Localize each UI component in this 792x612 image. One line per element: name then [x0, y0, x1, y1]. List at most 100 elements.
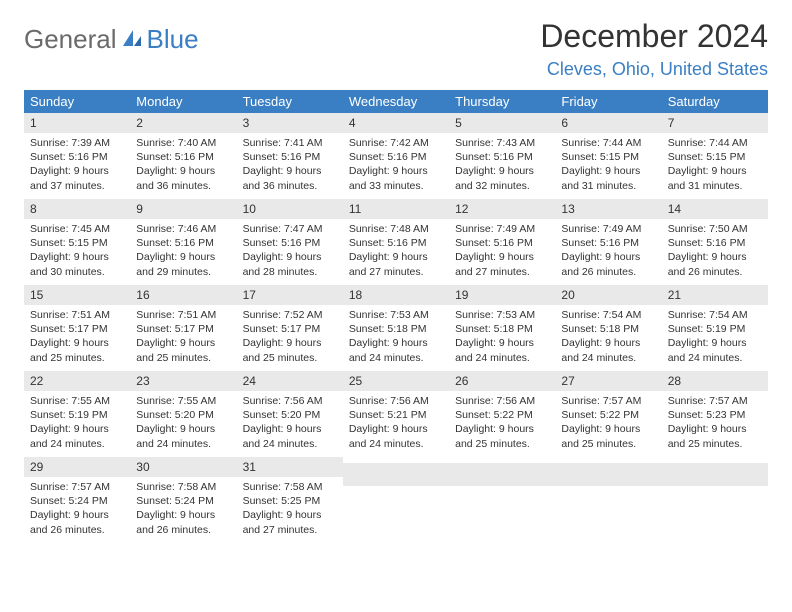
day-details	[343, 463, 449, 486]
calendar-day-cell: 18Sunrise: 7:53 AMSunset: 5:18 PMDayligh…	[343, 285, 449, 371]
sunset-text: Sunset: 5:16 PM	[136, 236, 230, 250]
calendar-day-cell: 1Sunrise: 7:39 AMSunset: 5:16 PMDaylight…	[24, 113, 130, 199]
day-details: Sunrise: 7:56 AMSunset: 5:22 PMDaylight:…	[449, 391, 555, 457]
daylight-text: Daylight: 9 hours and 27 minutes.	[349, 250, 443, 278]
daylight-text: Daylight: 9 hours and 36 minutes.	[136, 164, 230, 192]
day-details: Sunrise: 7:57 AMSunset: 5:22 PMDaylight:…	[555, 391, 661, 457]
sunrise-text: Sunrise: 7:53 AM	[349, 308, 443, 322]
daylight-text: Daylight: 9 hours and 24 minutes.	[349, 336, 443, 364]
sunrise-text: Sunrise: 7:44 AM	[668, 136, 762, 150]
sunset-text: Sunset: 5:18 PM	[561, 322, 655, 336]
sunrise-text: Sunrise: 7:49 AM	[561, 222, 655, 236]
calendar-day-cell: 4Sunrise: 7:42 AMSunset: 5:16 PMDaylight…	[343, 113, 449, 199]
day-details: Sunrise: 7:44 AMSunset: 5:15 PMDaylight:…	[662, 133, 768, 199]
sunrise-text: Sunrise: 7:48 AM	[349, 222, 443, 236]
sunset-text: Sunset: 5:20 PM	[243, 408, 337, 422]
day-number: 1	[24, 113, 130, 133]
daylight-text: Daylight: 9 hours and 31 minutes.	[668, 164, 762, 192]
daylight-text: Daylight: 9 hours and 25 minutes.	[30, 336, 124, 364]
sunset-text: Sunset: 5:19 PM	[30, 408, 124, 422]
header: General Blue December 2024 Cleves, Ohio,…	[24, 18, 768, 80]
daylight-text: Daylight: 9 hours and 32 minutes.	[455, 164, 549, 192]
day-details	[555, 463, 661, 486]
day-number: 2	[130, 113, 236, 133]
day-details: Sunrise: 7:54 AMSunset: 5:18 PMDaylight:…	[555, 305, 661, 371]
logo: General Blue	[24, 18, 199, 55]
daylight-text: Daylight: 9 hours and 24 minutes.	[455, 336, 549, 364]
calendar-day-cell: 3Sunrise: 7:41 AMSunset: 5:16 PMDaylight…	[237, 113, 343, 199]
day-details: Sunrise: 7:53 AMSunset: 5:18 PMDaylight:…	[343, 305, 449, 371]
day-number: 5	[449, 113, 555, 133]
sunset-text: Sunset: 5:23 PM	[668, 408, 762, 422]
calendar-day-cell: 15Sunrise: 7:51 AMSunset: 5:17 PMDayligh…	[24, 285, 130, 371]
sunrise-text: Sunrise: 7:52 AM	[243, 308, 337, 322]
sunrise-text: Sunrise: 7:51 AM	[136, 308, 230, 322]
sunrise-text: Sunrise: 7:56 AM	[349, 394, 443, 408]
calendar-day-cell: 6Sunrise: 7:44 AMSunset: 5:15 PMDaylight…	[555, 113, 661, 199]
sunset-text: Sunset: 5:25 PM	[243, 494, 337, 508]
day-details: Sunrise: 7:45 AMSunset: 5:15 PMDaylight:…	[24, 219, 130, 285]
sunrise-text: Sunrise: 7:58 AM	[136, 480, 230, 494]
sunrise-text: Sunrise: 7:39 AM	[30, 136, 124, 150]
sunset-text: Sunset: 5:16 PM	[136, 150, 230, 164]
day-details	[449, 463, 555, 486]
day-details: Sunrise: 7:43 AMSunset: 5:16 PMDaylight:…	[449, 133, 555, 199]
day-details: Sunrise: 7:51 AMSunset: 5:17 PMDaylight:…	[24, 305, 130, 371]
day-details: Sunrise: 7:40 AMSunset: 5:16 PMDaylight:…	[130, 133, 236, 199]
weekday-header: Saturday	[662, 90, 768, 113]
daylight-text: Daylight: 9 hours and 26 minutes.	[30, 508, 124, 536]
day-number: 10	[237, 199, 343, 219]
daylight-text: Daylight: 9 hours and 28 minutes.	[243, 250, 337, 278]
sunset-text: Sunset: 5:16 PM	[349, 236, 443, 250]
day-details: Sunrise: 7:39 AMSunset: 5:16 PMDaylight:…	[24, 133, 130, 199]
sunset-text: Sunset: 5:18 PM	[455, 322, 549, 336]
calendar-day-cell: 10 Sunrise: 7:47 AMSunset: 5:16 PMDayligh…	[237, 199, 343, 285]
calendar-day-cell: 31Sunrise: 7:58 AMSunset: 5:25 PMDayligh…	[237, 457, 343, 543]
sunset-text: Sunset: 5:21 PM	[349, 408, 443, 422]
sunset-text: Sunset: 5:16 PM	[30, 150, 124, 164]
calendar-day-cell: 29Sunrise: 7:57 AMSunset: 5:24 PMDayligh…	[24, 457, 130, 543]
sunrise-text: Sunrise: 7:56 AM	[243, 394, 337, 408]
calendar-week-row: 22Sunrise: 7:55 AMSunset: 5:19 PMDayligh…	[24, 371, 768, 457]
calendar-week-row: 8Sunrise: 7:45 AMSunset: 5:15 PMDaylight…	[24, 199, 768, 285]
calendar-day-cell: 7Sunrise: 7:44 AMSunset: 5:15 PMDaylight…	[662, 113, 768, 199]
daylight-text: Daylight: 9 hours and 26 minutes.	[668, 250, 762, 278]
day-details: Sunrise: 7:56 AMSunset: 5:21 PMDaylight:…	[343, 391, 449, 457]
daylight-text: Daylight: 9 hours and 24 minutes.	[668, 336, 762, 364]
sunset-text: Sunset: 5:17 PM	[136, 322, 230, 336]
daylight-text: Daylight: 9 hours and 37 minutes.	[30, 164, 124, 192]
calendar-day-cell: 28Sunrise: 7:57 AMSunset: 5:23 PMDayligh…	[662, 371, 768, 457]
calendar-day-cell: 14Sunrise: 7:50 AMSunset: 5:16 PMDayligh…	[662, 199, 768, 285]
sunset-text: Sunset: 5:22 PM	[455, 408, 549, 422]
sunrise-text: Sunrise: 7:55 AM	[136, 394, 230, 408]
day-number: 26	[449, 371, 555, 391]
weekday-header: Wednesday	[343, 90, 449, 113]
day-number: 16	[130, 285, 236, 305]
sunset-text: Sunset: 5:16 PM	[561, 236, 655, 250]
day-number: 8	[24, 199, 130, 219]
calendar-day-cell	[555, 457, 661, 543]
day-number: 28	[662, 371, 768, 391]
calendar-table: Sunday Monday Tuesday Wednesday Thursday…	[24, 90, 768, 543]
calendar-day-cell: 23Sunrise: 7:55 AMSunset: 5:20 PMDayligh…	[130, 371, 236, 457]
daylight-text: Daylight: 9 hours and 31 minutes.	[561, 164, 655, 192]
sunrise-text: Sunrise: 7:57 AM	[30, 480, 124, 494]
weekday-header: Tuesday	[237, 90, 343, 113]
title-block: December 2024 Cleves, Ohio, United State…	[540, 18, 768, 80]
day-number: 20	[555, 285, 661, 305]
calendar-day-cell: 8Sunrise: 7:45 AMSunset: 5:15 PMDaylight…	[24, 199, 130, 285]
month-title: December 2024	[540, 18, 768, 55]
logo-text-general: General	[24, 24, 117, 55]
day-number: 31	[237, 457, 343, 477]
day-details: Sunrise: 7:54 AMSunset: 5:19 PMDaylight:…	[662, 305, 768, 371]
sunrise-text: Sunrise: 7:47 AM	[243, 222, 337, 236]
location-text: Cleves, Ohio, United States	[540, 59, 768, 80]
day-number: 21	[662, 285, 768, 305]
day-details: Sunrise: 7:44 AMSunset: 5:15 PMDaylight:…	[555, 133, 661, 199]
sunrise-text: Sunrise: 7:54 AM	[561, 308, 655, 322]
day-number: 9	[130, 199, 236, 219]
sunset-text: Sunset: 5:16 PM	[243, 236, 337, 250]
daylight-text: Daylight: 9 hours and 25 minutes.	[455, 422, 549, 450]
sunrise-text: Sunrise: 7:51 AM	[30, 308, 124, 322]
daylight-text: Daylight: 9 hours and 30 minutes.	[30, 250, 124, 278]
